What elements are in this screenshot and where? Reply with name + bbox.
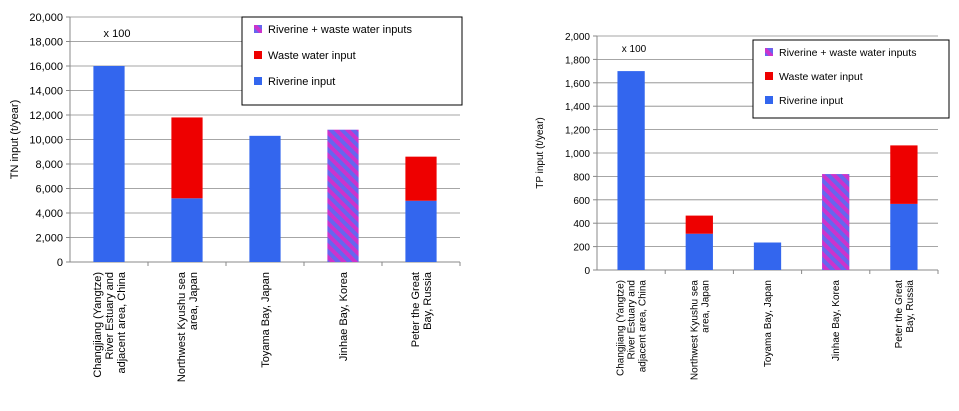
y-tick-label: 10,000 <box>29 135 63 147</box>
x-category-label-line: Peter the Great <box>410 272 422 347</box>
y-tick-label: 1,600 <box>565 79 590 90</box>
bar-waste-water-input <box>890 145 918 204</box>
bar-riverine-input <box>171 198 203 262</box>
x-category-label-line: Changjiang (Yangtze) <box>616 280 627 376</box>
legend-swatch <box>765 72 773 80</box>
y-tick-label: 4,000 <box>35 208 63 220</box>
bar-riverine-input <box>93 66 125 262</box>
x-category-label-line: Toyama Bay, Japan <box>763 280 774 367</box>
y-tick-label: 0 <box>584 266 590 277</box>
legend-label: Waste water input <box>779 71 863 83</box>
chart-2: 0 200 400 600 800 1,000 1,200 1,400 1,600 1,800 2,… <box>535 32 950 380</box>
x-category-label-line: area, Japan <box>700 280 711 333</box>
legend-swatch <box>765 48 773 56</box>
bar-riverine-input <box>249 135 281 262</box>
legend-box <box>752 39 950 119</box>
x-category-label-line: Bay, Russia <box>905 280 916 333</box>
x-category-label-line: Bay, Russia <box>422 271 434 330</box>
y-tick-label: 16,000 <box>29 61 63 73</box>
x-category-label: Peter the GreatBay, Russia <box>410 271 434 347</box>
y-tick-label: 400 <box>573 219 590 230</box>
x-category-label-line: area, Japan <box>188 272 200 330</box>
y-tick-label: 1,800 <box>565 55 590 66</box>
bar-riverine-input <box>890 203 918 270</box>
annotation-x100: x 100 <box>622 44 647 55</box>
x-category-label-line: Northwest Kyushu sea <box>689 280 700 380</box>
y-tick-label: 8,000 <box>35 159 63 171</box>
bar-riverine-waste-water-inputs <box>327 129 359 262</box>
legend-swatch <box>254 77 262 85</box>
legend-swatch <box>254 51 262 59</box>
bar-riverine-input <box>405 200 437 262</box>
x-category-label: Peter the GreatBay, Russia <box>894 280 916 349</box>
x-category-label: Toyama Bay, Japan <box>763 280 774 367</box>
legend-label: Waste water input <box>268 50 356 62</box>
x-category-label-line: River Estuary and <box>627 280 638 359</box>
x-category-label: Jinhae Bay, Korea <box>338 271 350 361</box>
bar-waste-water-input <box>405 156 437 201</box>
legend-label: Riverine input <box>268 76 335 88</box>
bar-waste-water-input <box>171 117 203 199</box>
y-tick-label: 800 <box>573 172 590 183</box>
y-tick-label: 0 <box>57 257 63 269</box>
y-tick-label: 600 <box>573 196 590 207</box>
y-axis-label: TN input (t/year) <box>9 100 21 179</box>
y-tick-label: 12,000 <box>29 110 63 122</box>
x-category-label: Changjiang (Yangtze)River Estuary andadj… <box>92 271 128 377</box>
legend-box <box>241 16 463 106</box>
y-tick-label: 20,000 <box>29 12 63 24</box>
x-category-label-line: Jinhae Bay, Korea <box>831 280 842 361</box>
y-tick-label: 18,000 <box>29 37 63 49</box>
x-category-label: Northwest Kyushu seaarea, Japan <box>689 280 711 380</box>
legend-swatch <box>765 96 773 104</box>
x-category-label-line: Toyama Bay, Japan <box>260 272 272 368</box>
x-category-label-line: River Estuary and <box>104 272 116 359</box>
x-category-label: Jinhae Bay, Korea <box>831 280 842 361</box>
legend-label: Riverine + waste water inputs <box>779 47 916 59</box>
x-category-label-line: adjacent area, China <box>116 271 128 373</box>
x-category-label: Northwest Kyushu seaarea, Japan <box>176 271 200 382</box>
chart-1: 0 2,000 4,000 6,000 8,000 10,000 12,000 14,000 1… <box>9 12 463 382</box>
bar-riverine-input <box>753 242 782 270</box>
y-tick-label: 1,200 <box>565 126 590 137</box>
y-axis-label: TP input (t/year) <box>535 117 546 189</box>
x-category-label-line: Jinhae Bay, Korea <box>338 271 350 361</box>
bar-riverine-input <box>685 233 713 270</box>
annotation-x100: x 100 <box>104 28 131 40</box>
y-tick-label: 2,000 <box>35 233 63 245</box>
x-category-label: Toyama Bay, Japan <box>260 272 272 368</box>
x-category-label-line: Changjiang (Yangtze) <box>92 272 104 378</box>
x-category-label: Changjiang (Yangtze)River Estuary andadj… <box>616 280 649 376</box>
x-category-label-line: Peter the Great <box>894 280 905 349</box>
bar-riverine-waste-water-inputs <box>822 174 850 270</box>
x-category-label-line: Northwest Kyushu sea <box>176 271 188 382</box>
y-tick-label: 2,000 <box>565 32 590 43</box>
legend-label: Riverine input <box>779 95 843 107</box>
y-tick-label: 1,400 <box>565 102 590 113</box>
y-tick-label: 6,000 <box>35 184 63 196</box>
y-tick-label: 1,000 <box>565 149 590 160</box>
legend-label: Riverine + waste water inputs <box>268 24 412 36</box>
legend-swatch <box>254 25 262 33</box>
bar-riverine-input <box>617 71 645 270</box>
bar-waste-water-input <box>685 215 713 234</box>
y-tick-label: 14,000 <box>29 86 63 98</box>
y-tick-label: 200 <box>573 243 590 254</box>
x-category-label-line: adjacent area, China <box>638 280 649 373</box>
